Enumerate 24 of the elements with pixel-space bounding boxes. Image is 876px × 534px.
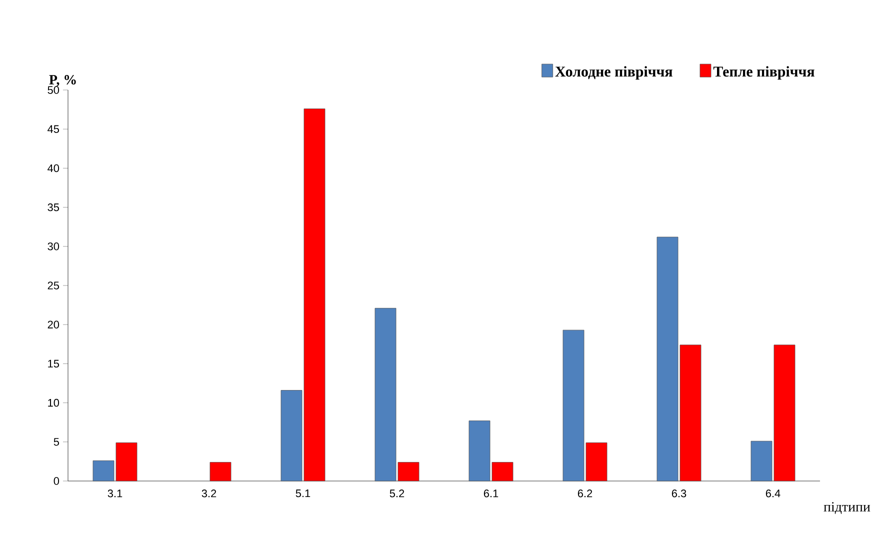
x-tick-label: 5.2 (390, 490, 404, 498)
legend-label: Тепле півріччя (713, 66, 814, 80)
y-tick-label: 20 (48, 320, 60, 328)
bar (210, 462, 232, 482)
y-tick-label: 15 (48, 360, 60, 368)
y-tick-label: 25 (48, 282, 60, 290)
x-tick-label: 6.1 (484, 490, 498, 498)
y-tick-label: 30 (48, 242, 60, 250)
legend-label: Холодне півріччя (555, 66, 672, 80)
y-tick-label: 45 (48, 125, 60, 133)
x-tick-label: 3.1 (108, 490, 122, 498)
x-tick-label: 6.3 (672, 490, 686, 498)
y-tick-label: 40 (48, 164, 60, 172)
x-axis-title: підтипи (824, 502, 870, 514)
x-tick-label: 3.2 (202, 490, 216, 498)
y-tick-label: 35 (48, 203, 60, 212)
x-tick-label: 6.4 (766, 490, 780, 498)
x-tick-label: 5.1 (296, 490, 310, 498)
y-axis-title: P, % (49, 75, 76, 86)
y-tick-label: 10 (48, 398, 60, 407)
y-tick-label: 50 (48, 86, 60, 94)
x-tick-label: 6.2 (578, 490, 592, 498)
y-tick-label: 5 (54, 438, 60, 446)
y-tick-label: 0 (54, 477, 60, 485)
